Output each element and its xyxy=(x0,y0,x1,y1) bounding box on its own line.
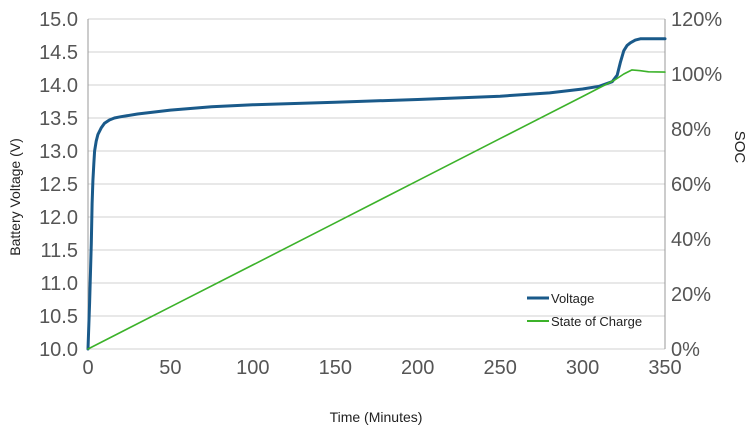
y-tick-label-4: 12.0 xyxy=(39,207,78,229)
y-tick-label-5: 12.5 xyxy=(39,174,78,196)
soc-series-line xyxy=(87,69,666,350)
y-tick-label-1: 10.5 xyxy=(39,306,78,328)
voltage-series-line xyxy=(86,37,667,351)
y2-tick-label-5: 100% xyxy=(671,64,722,86)
x-axis-title: Time (Minutes) xyxy=(330,409,423,425)
y-tick-label-2: 11.0 xyxy=(41,273,78,295)
x-tick-label-3: 150 xyxy=(319,357,352,379)
left-axis-tick-labels: 10.0 10.5 11.0 11.5 12.0 12.5 13.0 13.5 14.0 14.5… xyxy=(39,9,78,361)
legend-label-voltage: Voltage xyxy=(551,291,594,306)
series-layer xyxy=(86,37,667,351)
y2-tick-label-2: 40% xyxy=(671,229,711,251)
x-tick-label-1: 50 xyxy=(159,357,181,379)
x-axis-tick-labels: 0 50 100 150 200 250 300 350 xyxy=(82,357,681,379)
legend: Voltage State of Charge xyxy=(527,291,642,329)
y-axis-title: Battery Voltage (V) xyxy=(7,138,23,256)
y2-tick-label-1: 20% xyxy=(671,284,711,306)
y2-tick-label-3: 60% xyxy=(671,174,711,196)
x-tick-label-5: 250 xyxy=(483,357,516,379)
y-tick-label-8: 14.0 xyxy=(39,75,78,97)
x-tick-label-2: 100 xyxy=(236,357,269,379)
y-tick-label-7: 13.5 xyxy=(39,108,78,130)
x-tick-label-4: 200 xyxy=(401,357,434,379)
legend-label-soc: State of Charge xyxy=(551,314,642,329)
x-tick-label-7: 350 xyxy=(648,357,681,379)
axes xyxy=(87,19,666,349)
gridlines xyxy=(88,18,665,350)
y-tick-label-10: 15.0 xyxy=(39,9,78,31)
y-tick-label-0: 10.0 xyxy=(39,339,78,361)
y-tick-label-6: 13.0 xyxy=(39,141,78,163)
right-axis-tick-labels: 0% 20% 40% 60% 80% 100% 120% xyxy=(671,9,722,361)
x-tick-label-0: 0 xyxy=(82,357,93,379)
x-tick-label-6: 300 xyxy=(566,357,599,379)
y-tick-label-9: 14.5 xyxy=(39,42,78,64)
y2-tick-label-6: 120% xyxy=(671,9,722,31)
y2-axis-title: SOC xyxy=(731,131,748,164)
y2-tick-label-0: 0% xyxy=(671,339,700,361)
y2-tick-label-4: 80% xyxy=(671,119,711,141)
y-tick-label-3: 11.5 xyxy=(41,240,78,262)
